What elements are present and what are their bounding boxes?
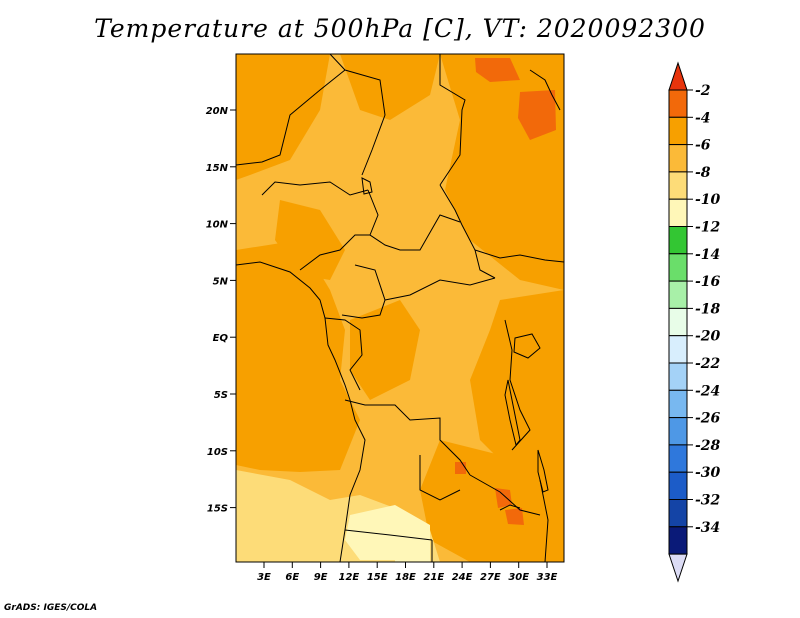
border-angola-zambia (419, 455, 461, 501)
colorbar-label: -16 (695, 274, 721, 290)
lat-tick-label: 20N (206, 106, 229, 117)
colorbar-segment (668, 389, 688, 419)
colorbar-label: -30 (695, 465, 721, 481)
lon-tick-label: 9E (314, 572, 328, 583)
colorbar-segment (668, 307, 688, 337)
lake-tanganyika (504, 379, 521, 447)
colorbar-segment (668, 144, 688, 173)
field-hot-south-1 (495, 488, 512, 508)
lake-kariba (499, 504, 521, 511)
field-hot-northeast (475, 58, 520, 82)
colorbar-label: -12 (695, 220, 721, 236)
colorbar-label: -14 (695, 247, 720, 263)
colorbar-label: -26 (695, 411, 721, 427)
field-hot-east (518, 90, 556, 140)
field-west-coast-band (236, 240, 360, 472)
border-cameroon-car (341, 264, 386, 319)
colorbar-label: -34 (695, 520, 720, 536)
field-east-lakes (470, 290, 564, 480)
colorbar-label: -8 (695, 165, 711, 181)
colorbar-label: -10 (695, 192, 721, 208)
colorbar-segment (668, 362, 688, 391)
colorbar-label: -32 (695, 493, 721, 509)
lon-tick-label: 12E (339, 572, 360, 583)
border-sudan-southsudan (474, 249, 564, 263)
border-chad-sudan (439, 184, 496, 279)
field-central-congo (350, 300, 420, 400)
border-nigeria-cameroon (299, 234, 370, 271)
longitude-axis: 3E 6E 9E 12E 15E 18E 21E 24E 27E 30E 33E (257, 562, 558, 583)
border-libya-egypt (439, 54, 466, 186)
lat-tick-label: 10S (207, 447, 228, 458)
latitude-axis: 20N 15N 10N 5N EQ 5S 10S 15S (206, 106, 236, 515)
colorbar-segment (668, 280, 688, 309)
colorbar-segment (668, 335, 688, 364)
colorbar-segment (668, 89, 688, 118)
colorbar-bottom-arrow (668, 553, 688, 583)
border-mozambique (539, 479, 549, 562)
colorbar-segment (668, 171, 688, 200)
colorbar-label: -2 (695, 83, 711, 99)
colorbar-segment (668, 499, 688, 528)
lat-tick-label: 5N (213, 276, 229, 287)
colorbar-label: -4 (695, 110, 711, 126)
lon-tick-label: 6E (285, 572, 299, 583)
field-northwest-block (236, 54, 330, 180)
colorbar-segment (668, 253, 688, 282)
colorbar-label: -22 (695, 356, 721, 372)
colorbar-segment (668, 417, 688, 446)
colorbar-segment (668, 526, 688, 555)
border-algeria-libya (329, 54, 386, 176)
border-niger-mali (236, 69, 346, 166)
lon-tick-label: 18E (395, 572, 416, 583)
colorbar: -2 -4 -6 -8 -10 -12 -14 -16 -18 -20 -22 -24 -26 -28 -3… (668, 61, 721, 583)
colorbar-label: -20 (695, 329, 721, 345)
coastline-west (236, 261, 366, 562)
grads-credit: GrADS: IGES/COLA (4, 603, 98, 613)
lake-malawi (537, 449, 549, 493)
colorbar-segment (668, 116, 688, 146)
border-drc-angola (344, 399, 471, 476)
lake-victoria (513, 333, 541, 359)
field-central-west (275, 200, 345, 280)
border-niger-nigeria (261, 181, 369, 196)
colorbar-segment (668, 444, 688, 473)
lon-tick-label: 24E (452, 572, 473, 583)
border-zambia-zimbabwe (469, 474, 541, 516)
field-hot-south-2 (505, 508, 524, 525)
chart-title: Temperature at 500hPa [C], VT: 202009230… (94, 14, 706, 43)
field-hot-south-3 (455, 462, 466, 474)
colorbar-segment (668, 226, 688, 255)
colorbar-segment (668, 471, 688, 501)
map-frame (235, 53, 565, 563)
lon-tick-label: 33E (537, 572, 558, 583)
colorbar-label: -24 (695, 383, 720, 399)
lake-chad (361, 177, 373, 195)
lat-tick-label: EQ (213, 333, 229, 344)
lat-tick-label: 10N (206, 220, 229, 231)
colorbar-label: -18 (695, 301, 721, 317)
border-car-drc (384, 277, 496, 301)
lon-tick-label: 21E (423, 572, 444, 583)
lon-tick-label: 15E (367, 572, 388, 583)
border-gabon-congo (324, 317, 363, 391)
border-chad-car (367, 189, 461, 251)
colorbar-label: -6 (695, 138, 711, 154)
lon-tick-label: 30E (508, 572, 529, 583)
field-coolest-2 (395, 540, 430, 562)
lat-tick-label: 15N (206, 163, 229, 174)
lon-tick-label: 27E (480, 572, 501, 583)
colorbar-label: -28 (695, 438, 721, 454)
field-north-center (340, 54, 440, 120)
coastline-red-sea (529, 69, 561, 111)
border-angola-namibia (344, 529, 433, 541)
lat-tick-label: 15S (207, 504, 228, 515)
lon-tick-label: 3E (257, 572, 271, 583)
colorbar-top-arrow (668, 61, 688, 91)
lat-tick-label: 5S (214, 390, 228, 401)
border-drc-east (504, 319, 531, 451)
colorbar-segment (668, 198, 688, 227)
